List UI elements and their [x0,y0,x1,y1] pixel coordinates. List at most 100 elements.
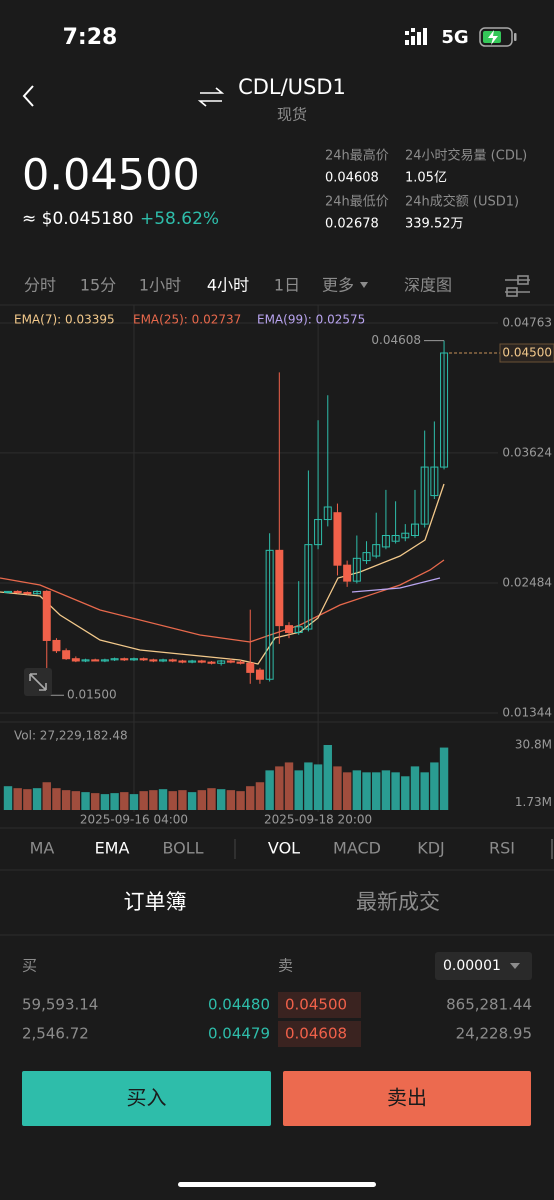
volume-bar [410,766,420,810]
sell-header: 卖 [278,957,293,975]
stat-value: 0.02678 [325,217,379,232]
stat-label: 24h最高价 [325,148,389,164]
volume-bar [255,782,265,810]
volume-bar [52,788,61,810]
precision-select[interactable] [435,952,532,980]
interval-tab[interactable]: 更多 [322,276,354,295]
status-time: 7:28 [63,25,118,50]
candle-body [217,660,226,664]
ema-legend: EMA(25): 0.02737 [133,313,241,327]
candle-body [304,544,313,630]
volume-bar [168,791,177,810]
interval-tab[interactable]: 深度图 [404,276,452,295]
volume-bar [149,790,158,810]
stat-value: 0.04608 [325,171,379,186]
chart-overlay: EMA(7): 0.03395 EMA(25): 0.02737 EMA(99): … [14,313,554,702]
indicator-tab[interactable]: MACD [333,839,381,858]
interval-tab[interactable]: 4小时 [207,276,249,295]
stat-value: 339.52万 [405,217,464,232]
volume-bar [110,793,119,810]
orderbook-tab[interactable]: 订单簿 [124,890,187,914]
usd-price: ≈ $0.045180 [22,209,134,229]
candle-body [23,592,32,595]
volume-bar [420,772,429,810]
volume-bar [61,790,71,810]
precision-value: 0.00001 [443,958,501,974]
volume-bar [32,788,42,810]
volume-bar [216,789,226,810]
swap-icon[interactable] [197,87,225,107]
volume-bar [236,791,245,810]
volume-bar [129,794,139,810]
signal-icon [405,28,427,45]
candles [4,340,449,696]
sell-button-label[interactable]: 卖出 [387,1086,427,1110]
volume-bar [187,792,197,810]
sell-button[interactable] [283,1071,531,1126]
candle-body [323,506,332,521]
candle-body [265,549,274,680]
buy-button[interactable] [22,1071,271,1126]
candle-body [226,660,235,663]
volume-bar [430,762,439,810]
volume-bars [3,745,449,810]
volume-bar [178,790,187,810]
expand-icon[interactable] [24,668,52,696]
candle-body [410,523,419,537]
buy-button-label[interactable]: 买入 [127,1086,167,1110]
candle-body [188,660,197,663]
volume-bar [246,786,255,810]
low-marker-label: 0.01500 [67,688,117,702]
volume-bar [439,747,449,810]
y-tick-label: 0.01344 [502,706,552,720]
indicator-tab[interactable]: BOLL [162,839,203,858]
indicator-tab[interactable]: MA [30,839,55,858]
volume-label: Vol: 27,229,182.48 [14,729,128,743]
candle-body [33,590,42,595]
x-tick-label: 2025-09-18 20:00 [264,813,372,827]
candle-body [420,466,429,525]
volume-tick-label: 1.73M [515,795,552,809]
candle-body [100,659,109,662]
pair-title[interactable]: CDL/USD1 [238,75,346,99]
back-button[interactable] [22,85,34,107]
volume-bar [372,772,381,810]
candle-body [440,352,449,468]
indicator-tab[interactable]: RSI [489,839,515,858]
volume-bar [265,770,274,810]
volume-bar [158,789,168,810]
interval-tab[interactable]: 1日 [274,276,300,295]
candle-body [139,658,148,661]
ema-legend: EMA(99): 0.02575 [257,313,365,327]
volume-bar [381,770,391,810]
orderbook-rows: 59,593.14 0.04480 0.04500 865,281.44 2,546.7… [22,992,532,1047]
candle-body [372,544,381,557]
volume-bar [304,762,313,810]
price-change: +58.62% [140,209,219,229]
indicator-tab[interactable]: KDJ [417,839,445,858]
volume-bar [294,770,303,810]
high-marker-label: 0.04608 [371,333,421,347]
indicator-tab[interactable]: EMA [95,839,130,858]
volume-bar [139,791,148,810]
volume-bar [13,788,22,810]
volume-bar [333,766,342,810]
trades-tab[interactable]: 最新成交 [356,890,440,914]
volume-bar [352,770,362,810]
settings-icon[interactable] [505,275,530,297]
indicator-tab[interactable]: VOL [268,839,300,858]
candle-body [362,552,371,562]
volume-bar [362,772,371,810]
volume-bar [226,790,236,810]
candle-body [430,466,439,497]
interval-tab[interactable]: 15分 [80,276,116,295]
interval-tab[interactable]: 分时 [24,276,56,295]
interval-tab[interactable]: 1小时 [139,276,181,295]
volume-bar [81,792,90,810]
stat-label: 24h成交额 (USD1) [405,194,519,210]
candle-body [246,662,255,673]
y-tick-label: 0.04763 [502,316,552,330]
candle-body [13,590,22,594]
